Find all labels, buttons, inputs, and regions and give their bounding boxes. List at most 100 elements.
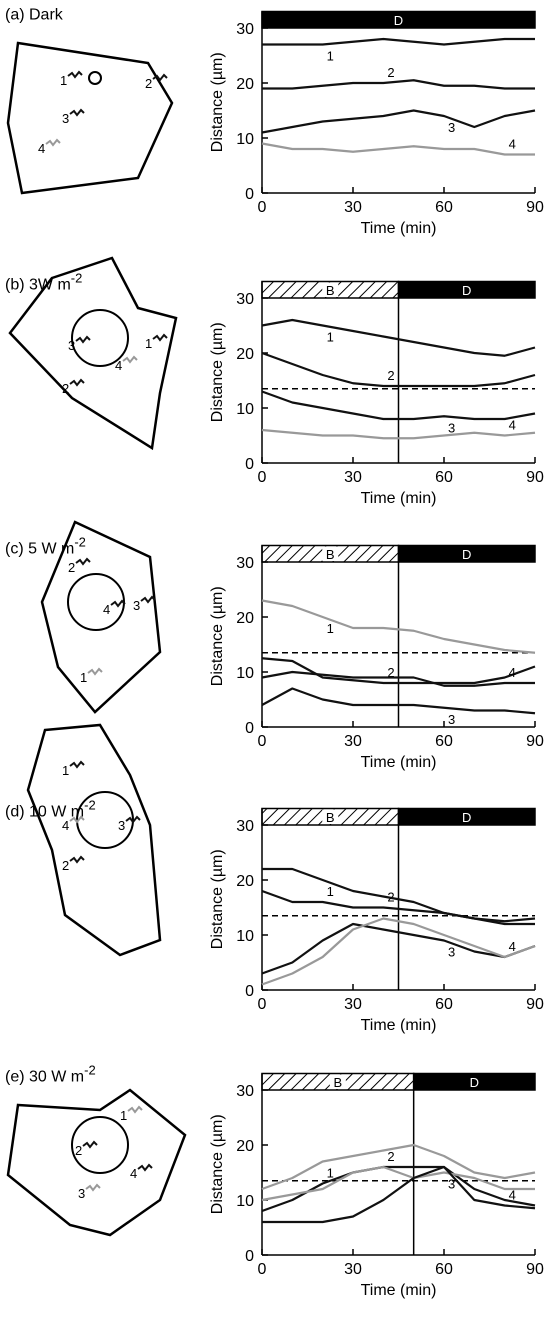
panel-label: (e) 30 W m-2 [5, 1063, 96, 1086]
series-label: 2 [387, 665, 394, 680]
y-tick-label: 20 [236, 346, 254, 363]
y-axis-label: Distance (µm) [209, 849, 226, 949]
panel-label-text: (b) 3W m [5, 277, 71, 294]
y-tick-label: 30 [236, 1083, 254, 1100]
series-label: 2 [387, 890, 394, 905]
series-label: 4 [509, 939, 516, 954]
cell-track [82, 1140, 98, 1149]
series-line [262, 867, 535, 926]
panel-label: (b) 3W m-2 [5, 271, 82, 294]
y-tick-label: 20 [236, 1138, 254, 1155]
cell-track [140, 595, 156, 604]
series-line [261, 318, 536, 357]
period-label-bg [322, 809, 339, 824]
x-axis-label: Time (min) [361, 220, 437, 237]
x-axis-label: Time (min) [361, 490, 437, 507]
cell-outline [40, 520, 162, 714]
x-tick-label: 60 [435, 733, 453, 750]
series-label: 3 [448, 120, 455, 135]
cell-circle [76, 791, 134, 849]
y-tick-label: 0 [245, 720, 254, 737]
y-tick-label: 0 [245, 186, 254, 203]
panel-label: (d) 10 W m-2 [5, 798, 96, 821]
cell-label: 3 [68, 338, 75, 353]
period-label: D [462, 547, 471, 562]
x-tick-label: 90 [526, 199, 544, 216]
series-label: 2 [387, 1149, 394, 1164]
cell-track [127, 1105, 143, 1114]
cell-track [125, 815, 141, 824]
series-line [261, 142, 535, 156]
panel-label: (a) Dark [5, 7, 64, 24]
series-label: 4 [509, 137, 516, 152]
series-label: 1 [327, 330, 334, 345]
y-tick-label: 10 [236, 401, 254, 418]
cell-track [69, 815, 85, 824]
cell-label: 3 [78, 1186, 85, 1201]
cell-track [45, 138, 61, 147]
cell-label: 4 [62, 818, 69, 833]
period-label: B [333, 1075, 342, 1090]
cell-label: 3 [62, 111, 69, 126]
x-axis-label: Time (min) [361, 1282, 437, 1299]
period-label: B [326, 547, 335, 562]
x-tick-label: 90 [526, 996, 544, 1013]
period-label: D [462, 810, 471, 825]
x-tick-label: 60 [435, 996, 453, 1013]
cell-label: 4 [38, 141, 45, 156]
cell-label: 1 [145, 336, 152, 351]
panel-label-text: (c) 5 W m [5, 541, 74, 558]
y-tick-label: 30 [236, 291, 254, 308]
period-label: D [394, 13, 403, 28]
y-tick-label: 20 [236, 76, 254, 93]
x-tick-label: 60 [435, 469, 453, 486]
period-label-bg [322, 546, 339, 561]
y-tick-label: 20 [236, 873, 254, 890]
series-line [262, 1165, 536, 1224]
cell-track [69, 760, 85, 769]
cell-label: 3 [133, 598, 140, 613]
series-label: 1 [327, 1166, 334, 1181]
cell-label: 1 [62, 763, 69, 778]
x-tick-label: 30 [344, 469, 362, 486]
period-bar [412, 1072, 536, 1091]
series-line [261, 390, 536, 421]
panel-label-text: (e) 30 W m [5, 1069, 84, 1086]
cell-outline [26, 723, 162, 957]
series-line [261, 1165, 535, 1202]
period-label: B [326, 283, 335, 298]
x-tick-label: 30 [344, 1261, 362, 1278]
series-line [261, 428, 536, 440]
cell-label: 2 [62, 858, 69, 873]
y-tick-label: 10 [236, 928, 254, 945]
cell-label: 4 [103, 602, 110, 617]
period-bar [397, 280, 536, 299]
series-line [262, 37, 535, 46]
cell-label: 2 [145, 76, 152, 91]
y-axis-label: Distance (µm) [209, 586, 226, 686]
x-tick-label: 0 [258, 996, 267, 1013]
cell-label: 4 [115, 358, 122, 373]
cell-outline [6, 41, 174, 195]
series-line [261, 889, 536, 923]
cell-label: 1 [80, 670, 87, 685]
y-axis-label: Distance (µm) [209, 1114, 226, 1214]
y-tick-label: 0 [245, 1248, 254, 1265]
series-line [261, 670, 535, 687]
cell-track [69, 855, 85, 864]
series-label: 2 [387, 368, 394, 383]
series-label: 3 [448, 712, 455, 727]
panel-label-sup: -2 [84, 798, 96, 813]
y-tick-label: 10 [236, 1193, 254, 1210]
cell-label: 3 [118, 818, 125, 833]
series-label: 3 [448, 945, 455, 960]
series-label: 4 [509, 1188, 516, 1203]
x-tick-label: 0 [258, 469, 267, 486]
series-line [261, 922, 536, 975]
cell-track [152, 73, 168, 82]
cell-track [69, 378, 85, 387]
series-line [261, 1143, 536, 1191]
x-tick-label: 30 [344, 996, 362, 1013]
x-axis-label: Time (min) [361, 1017, 437, 1034]
